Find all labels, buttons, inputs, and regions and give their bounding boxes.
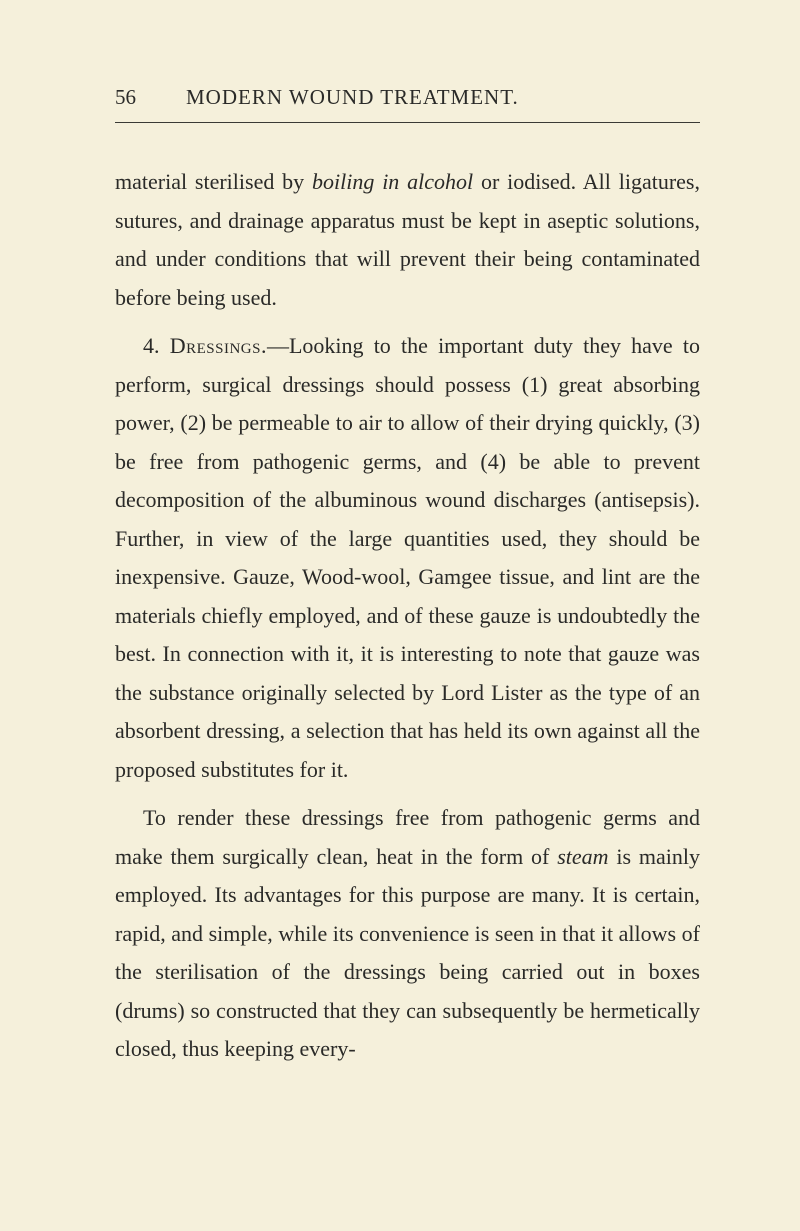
p1-text1: material sterilised by: [115, 169, 312, 194]
page-number: 56: [115, 85, 136, 110]
paragraph-2: 4. Dressings.—Looking to the important d…: [115, 327, 700, 789]
paragraph-1: material sterilised by boiling in alcoho…: [115, 163, 700, 317]
p2-prefix: 4.: [143, 333, 170, 358]
p3-text2: is mainly employed. Its advantages for t…: [115, 844, 700, 1062]
running-title: MODERN WOUND TREATMENT.: [186, 85, 519, 110]
p2-text1: —Looking to the important duty they have…: [115, 333, 700, 782]
p1-italic: boiling in alcohol: [312, 169, 473, 194]
body-text: material sterilised by boiling in alcoho…: [115, 163, 700, 1069]
p2-smallcaps: Dressings.: [170, 333, 267, 358]
page-container: 56 MODERN WOUND TREATMENT. material ster…: [0, 0, 800, 1159]
paragraph-3: To render these dressings free from path…: [115, 799, 700, 1069]
p3-italic: steam: [557, 844, 608, 869]
header-divider: [115, 122, 700, 123]
page-header: 56 MODERN WOUND TREATMENT.: [115, 85, 700, 110]
